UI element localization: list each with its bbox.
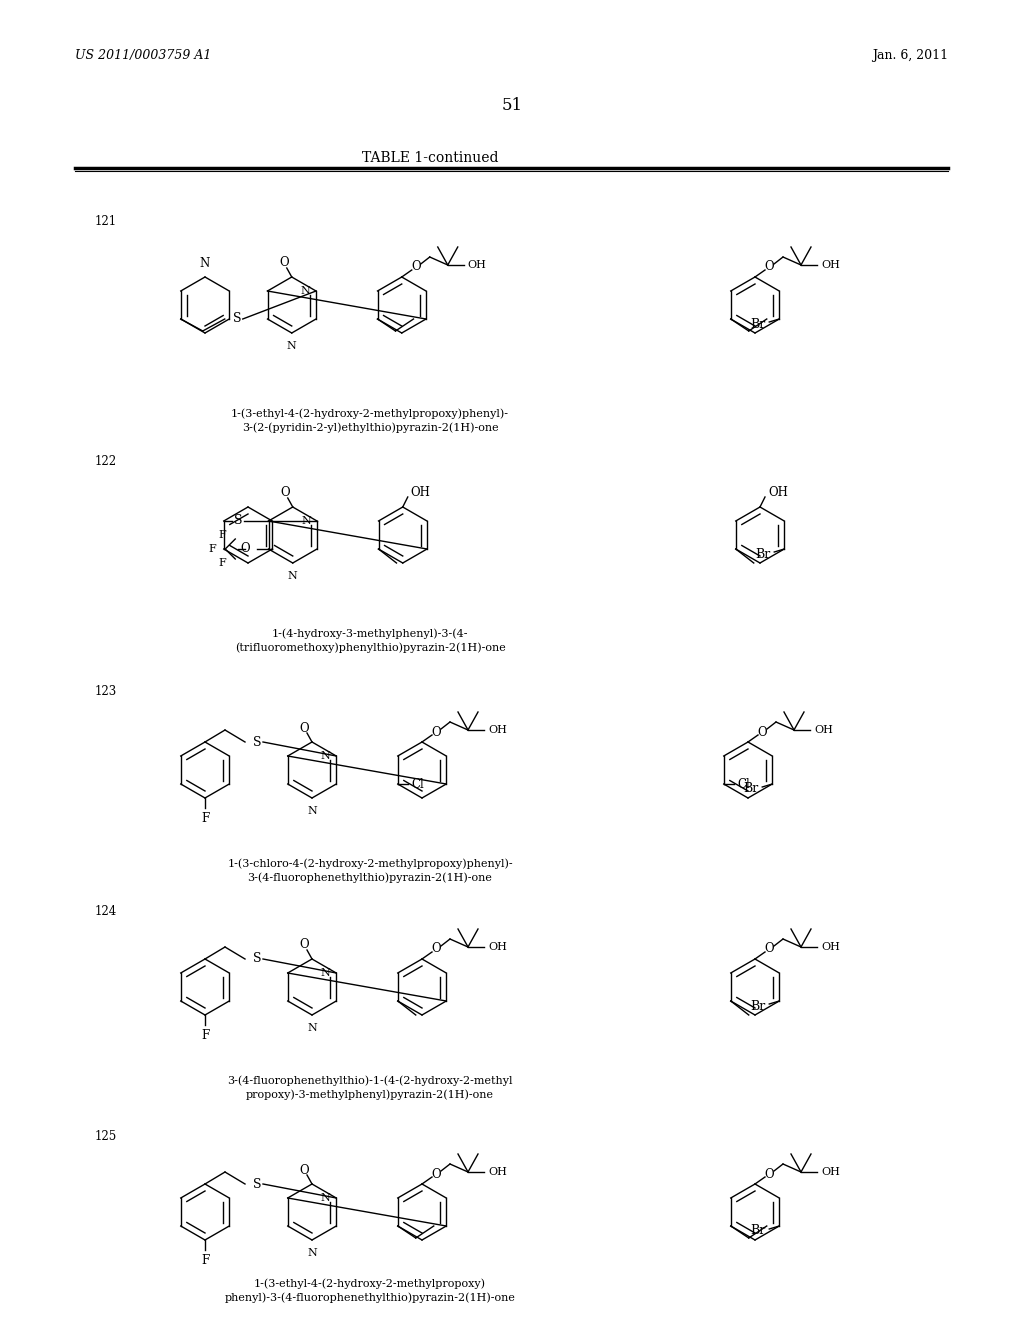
Text: 1-(3-chloro-4-(2-hydroxy-2-methylpropoxy)phenyl)-
3-(4-fluorophenethylthio)pyraz: 1-(3-chloro-4-(2-hydroxy-2-methylpropoxy… (227, 858, 513, 883)
Text: Cl: Cl (412, 777, 425, 791)
Text: O: O (280, 487, 290, 499)
Text: N: N (307, 1023, 316, 1034)
Text: N: N (307, 1247, 316, 1258)
Text: S: S (233, 515, 242, 528)
Text: F: F (218, 558, 226, 568)
Text: S: S (232, 313, 241, 326)
Text: F: F (201, 812, 209, 825)
Text: N: N (321, 751, 331, 762)
Text: OH: OH (814, 725, 833, 735)
Text: O: O (279, 256, 289, 269)
Text: OH: OH (821, 260, 840, 271)
Text: 125: 125 (95, 1130, 118, 1143)
Text: N: N (288, 572, 298, 581)
Text: S: S (253, 1177, 261, 1191)
Text: OH: OH (488, 942, 507, 952)
Text: 123: 123 (95, 685, 118, 698)
Text: N: N (321, 1193, 331, 1203)
Text: N: N (321, 968, 331, 978)
Text: N: N (300, 286, 310, 296)
Text: N: N (301, 516, 311, 525)
Text: OH: OH (488, 1167, 507, 1177)
Text: O: O (431, 726, 440, 738)
Text: OH: OH (768, 487, 787, 499)
Text: OH: OH (821, 942, 840, 952)
Text: 1-(3-ethyl-4-(2-hydroxy-2-methylpropoxy)
phenyl)-3-(4-fluorophenethylthio)pyrazi: 1-(3-ethyl-4-(2-hydroxy-2-methylpropoxy)… (224, 1278, 515, 1303)
Text: TABLE 1-continued: TABLE 1-continued (361, 150, 499, 165)
Text: O: O (764, 260, 774, 273)
Text: OH: OH (468, 260, 486, 271)
Text: O: O (764, 942, 774, 956)
Text: O: O (241, 543, 250, 556)
Text: N: N (200, 257, 210, 271)
Text: OH: OH (821, 1167, 840, 1177)
Text: S: S (253, 735, 261, 748)
Text: Br: Br (750, 999, 765, 1012)
Text: Jan. 6, 2011: Jan. 6, 2011 (871, 49, 948, 62)
Text: OH: OH (411, 487, 431, 499)
Text: O: O (431, 1167, 440, 1180)
Text: Br: Br (755, 548, 770, 561)
Text: 121: 121 (95, 215, 117, 228)
Text: Br: Br (750, 1225, 765, 1238)
Text: 124: 124 (95, 906, 118, 917)
Text: F: F (201, 1030, 209, 1041)
Text: O: O (764, 1167, 774, 1180)
Text: US 2011/0003759 A1: US 2011/0003759 A1 (75, 49, 211, 62)
Text: O: O (757, 726, 767, 738)
Text: N: N (307, 807, 316, 816)
Text: OH: OH (488, 725, 507, 735)
Text: 1-(4-hydroxy-3-methylphenyl)-3-(4-
(trifluoromethoxy)phenylthio)pyrazin-2(1H)-on: 1-(4-hydroxy-3-methylphenyl)-3-(4- (trif… (234, 628, 506, 653)
Text: O: O (299, 1163, 309, 1176)
Text: F: F (218, 531, 226, 540)
Text: O: O (299, 722, 309, 734)
Text: 3-(4-fluorophenethylthio)-1-(4-(2-hydroxy-2-methyl
propoxy)-3-methylphenyl)pyraz: 3-(4-fluorophenethylthio)-1-(4-(2-hydrox… (227, 1074, 513, 1101)
Text: O: O (411, 260, 421, 273)
Text: 122: 122 (95, 455, 117, 469)
Text: 51: 51 (502, 96, 522, 114)
Text: O: O (431, 942, 440, 956)
Text: 1-(3-ethyl-4-(2-hydroxy-2-methylpropoxy)phenyl)-
3-(2-(pyridin-2-yl)ethylthio)py: 1-(3-ethyl-4-(2-hydroxy-2-methylpropoxy)… (231, 408, 509, 433)
Text: Cl: Cl (737, 777, 751, 791)
Text: N: N (287, 341, 297, 351)
Text: Br: Br (750, 318, 765, 330)
Text: F: F (201, 1254, 209, 1267)
Text: Br: Br (743, 783, 758, 796)
Text: F: F (208, 544, 216, 554)
Text: S: S (253, 953, 261, 965)
Text: O: O (299, 939, 309, 952)
